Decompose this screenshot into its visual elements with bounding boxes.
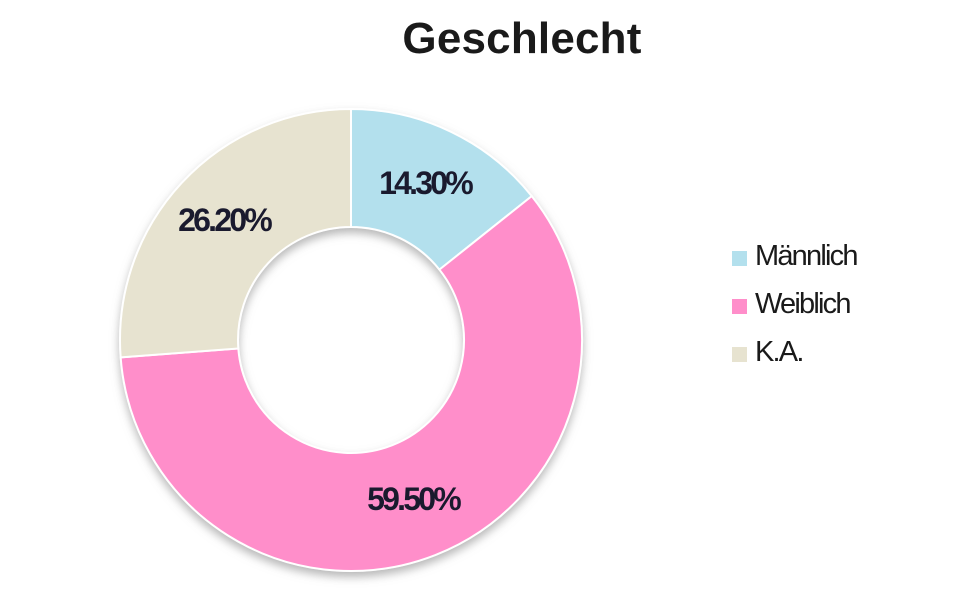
svg-text:26.20%: 26.20% <box>178 202 272 238</box>
svg-text:14.30%: 14.30% <box>379 165 473 201</box>
svg-text:59.50%: 59.50% <box>367 481 461 517</box>
